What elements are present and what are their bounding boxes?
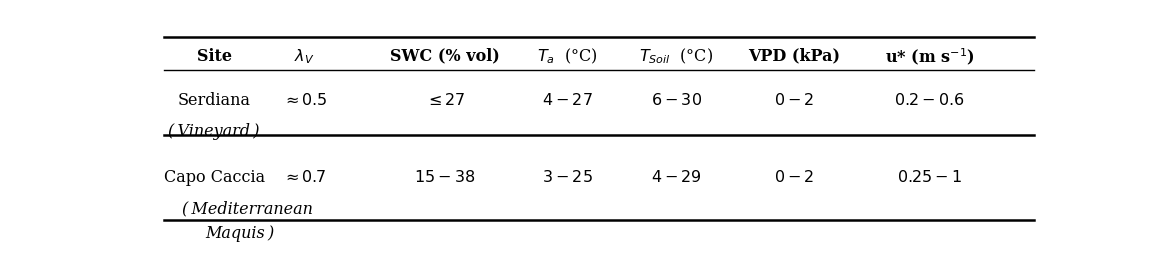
Text: Site: Site: [196, 48, 231, 65]
Text: Serdiana: Serdiana: [178, 92, 250, 109]
Text: SWC (% vol): SWC (% vol): [390, 48, 500, 65]
Text: $\leq 27$: $\leq 27$: [424, 92, 465, 109]
Text: $T_a$  (°C): $T_a$ (°C): [537, 47, 597, 66]
Text: $0-2$: $0-2$: [774, 169, 814, 186]
Text: $0.25-1$: $0.25-1$: [898, 169, 962, 186]
Text: ( Vineyard ): ( Vineyard ): [168, 123, 260, 140]
Text: $4-27$: $4-27$: [542, 92, 593, 109]
Text: u* (m s$^{-1}$): u* (m s$^{-1}$): [885, 46, 975, 67]
Text: $\approx 0.7$: $\approx 0.7$: [283, 169, 327, 186]
Text: VPD (kPa): VPD (kPa): [748, 48, 839, 65]
Text: Maquis ): Maquis ): [205, 225, 275, 242]
Text: $\lambda_V$: $\lambda_V$: [295, 47, 314, 66]
Text: $3-25$: $3-25$: [542, 169, 593, 186]
Text: Capo Caccia: Capo Caccia: [164, 169, 264, 186]
Text: $0-2$: $0-2$: [774, 92, 814, 109]
Text: $15-38$: $15-38$: [415, 169, 476, 186]
Text: $0.2-0.6$: $0.2-0.6$: [894, 92, 966, 109]
Text: $6-30$: $6-30$: [651, 92, 701, 109]
Text: $4-29$: $4-29$: [651, 169, 701, 186]
Text: $\approx 0.5$: $\approx 0.5$: [282, 92, 327, 109]
Text: ( Mediterranean: ( Mediterranean: [182, 200, 313, 217]
Text: $T_{Soil}$  (°C): $T_{Soil}$ (°C): [639, 47, 713, 66]
